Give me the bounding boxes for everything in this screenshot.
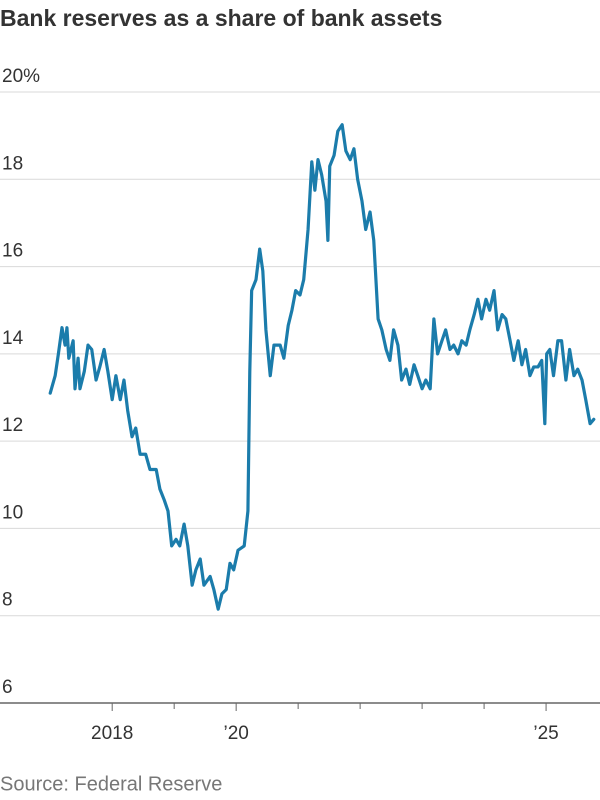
source: Source: Federal Reserve: [0, 773, 222, 795]
x-tick-label: ’25: [533, 723, 558, 744]
line: [48, 123, 596, 611]
chart-title: Bank reserves as a share of bank assets: [0, 5, 442, 31]
y-tick-label: 20%: [2, 66, 40, 87]
y-tick-label: 6: [2, 677, 13, 698]
y-tick-label: 16: [2, 241, 23, 262]
y-tick-label: 14: [2, 328, 24, 349]
y-tick-label: 18: [2, 153, 23, 174]
y-tick-label: 10: [2, 502, 23, 523]
x-tick-label: ’20: [223, 723, 248, 744]
y-tick-label: 12: [2, 415, 23, 436]
x-tick-label: 2018: [91, 723, 133, 744]
y-tick-label: 8: [2, 590, 13, 611]
